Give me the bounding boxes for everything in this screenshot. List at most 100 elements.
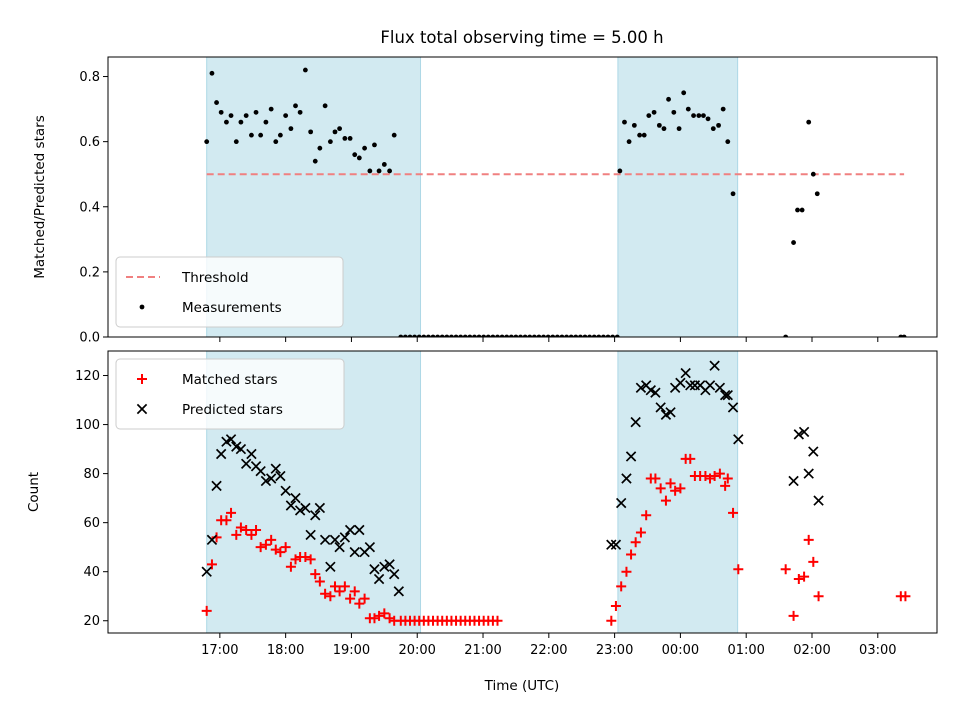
data-point: [545, 334, 551, 337]
data-point: [206, 534, 218, 546]
data-point: [651, 109, 657, 115]
data-point: [803, 534, 814, 545]
axes-frame: [107, 350, 938, 634]
data-point: [283, 113, 289, 119]
y-tick-label: 0.4: [79, 200, 100, 215]
data-point: [656, 122, 662, 128]
y-tick-label: 60: [83, 516, 100, 531]
data-point: [660, 495, 671, 506]
data-point: [722, 389, 733, 401]
data-point: [485, 334, 491, 337]
data-point: [476, 334, 482, 337]
y-axis-label-count: Count: [26, 472, 42, 512]
data-point: [650, 387, 661, 398]
data-point: [228, 113, 234, 119]
data-point: [201, 566, 212, 577]
x-tick-label: 02:00: [793, 643, 830, 658]
data-point: [616, 581, 627, 592]
data-point: [294, 505, 306, 516]
legend-label: Threshold: [181, 270, 249, 286]
data-point: [300, 502, 311, 514]
data-point: [270, 463, 281, 474]
data-point: [666, 96, 671, 102]
data-point: [305, 529, 316, 541]
data-point: [610, 539, 622, 550]
data-point: [467, 334, 473, 337]
data-point: [253, 109, 259, 115]
data-point: [268, 106, 274, 112]
data-point: [705, 116, 711, 122]
series-group: [204, 67, 907, 337]
y-tick-label: 80: [83, 467, 100, 482]
data-point: [312, 158, 318, 164]
data-point: [379, 608, 390, 619]
data-point: [317, 145, 323, 151]
data-point: [631, 122, 637, 128]
data-point: [730, 191, 736, 197]
data-point: [226, 507, 237, 518]
data-point: [541, 334, 546, 337]
y-tick-label: 0.0: [79, 331, 100, 346]
data-point: [808, 446, 819, 457]
data-point: [218, 109, 224, 115]
data-point: [527, 334, 533, 337]
data-point: [273, 139, 279, 145]
data-point: [211, 480, 222, 492]
data-point: [322, 103, 328, 109]
data-point: [241, 525, 252, 536]
x-tick-label: 20:00: [398, 643, 435, 658]
data-point: [376, 168, 382, 174]
data-point: [285, 500, 297, 511]
y-tick-label: 100: [75, 418, 100, 433]
data-point: [319, 534, 331, 546]
data-point: [255, 465, 266, 477]
data-point: [601, 334, 606, 337]
series-plus: [201, 453, 911, 626]
data-point: [449, 334, 454, 337]
data-point: [387, 168, 392, 174]
data-point: [288, 126, 294, 132]
data-point: [661, 126, 667, 132]
data-point: [573, 334, 579, 337]
data-point: [453, 334, 459, 337]
data-point: [720, 480, 731, 491]
data-point: [641, 132, 647, 138]
data-point: [246, 529, 257, 540]
data-point: [308, 129, 314, 135]
data-point: [293, 103, 298, 109]
data-point: [536, 334, 542, 337]
data-point: [605, 334, 611, 337]
data-point: [655, 402, 666, 413]
data-point: [310, 569, 321, 580]
data-point: [813, 591, 824, 602]
data-point: [352, 152, 358, 158]
data-point: [300, 551, 311, 562]
data-point: [280, 485, 291, 496]
data-point: [806, 119, 812, 125]
data-point: [249, 132, 254, 138]
data-point: [671, 109, 677, 115]
data-point: [637, 132, 643, 138]
data-point: [238, 119, 244, 125]
data-point: [635, 382, 647, 393]
data-point: [421, 334, 427, 337]
x-tick-label: 03:00: [859, 643, 896, 658]
data-point: [531, 334, 537, 337]
data-point: [725, 139, 731, 145]
data-point: [901, 334, 907, 337]
data-point: [344, 524, 356, 536]
data-point: [430, 334, 436, 337]
data-point: [277, 132, 283, 138]
data-point: [813, 495, 824, 506]
data-point: [495, 334, 500, 337]
legend-box: [115, 256, 344, 328]
data-point: [685, 453, 696, 464]
data-point: [564, 334, 569, 337]
x-tick-label: 21:00: [464, 643, 501, 658]
data-point: [696, 113, 702, 119]
data-point: [458, 334, 464, 337]
data-point: [675, 377, 686, 389]
data-point: [325, 561, 336, 572]
observing-window: [617, 56, 739, 338]
data-point: [783, 334, 789, 337]
